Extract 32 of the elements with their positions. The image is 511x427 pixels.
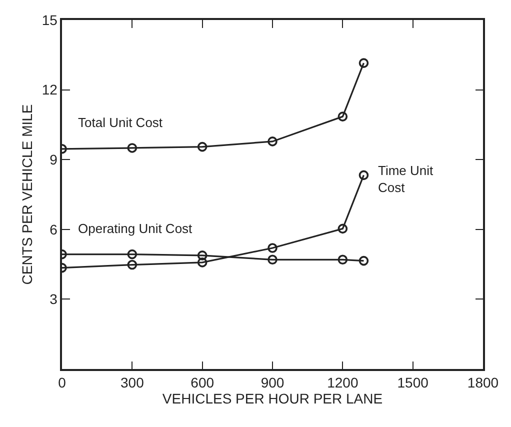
- x-tick-label: 300: [120, 374, 144, 391]
- x-tick-label: 900: [260, 374, 284, 391]
- point: [197, 142, 208, 152]
- point: [268, 254, 278, 265]
- point: [268, 243, 278, 253]
- point: [127, 260, 138, 270]
- point: [197, 250, 208, 260]
- y-tick-label: 15: [42, 12, 58, 28]
- x-tick-label: 600: [190, 374, 214, 391]
- y-tick-label: 6: [50, 221, 58, 238]
- point: [358, 256, 369, 266]
- y-tick-label: 3: [50, 291, 58, 308]
- series-label: Total Unit Cost: [78, 115, 163, 130]
- x-tick-label: 0: [58, 374, 66, 391]
- point: [197, 258, 208, 268]
- y-axis-title: CENTS PER VEHICLE MILE: [18, 104, 35, 285]
- point: [268, 136, 278, 146]
- x-tick-label: 1200: [327, 374, 358, 391]
- point: [358, 170, 369, 180]
- point: [358, 58, 369, 68]
- x-tick-label: 1500: [397, 374, 429, 391]
- y-tick-label: 12: [42, 82, 58, 98]
- point: [338, 224, 348, 234]
- series-label: Operating Unit Cost: [78, 221, 193, 236]
- series-label: Time Unit Cost: [378, 163, 434, 195]
- point: [338, 112, 348, 122]
- x-axis-title: VEHICLES PER HOUR PER LANE: [162, 390, 383, 407]
- point: [127, 249, 138, 260]
- x-tick-label: 1800: [467, 374, 499, 391]
- point: [127, 143, 138, 153]
- y-tick-label: 9: [50, 152, 58, 168]
- point: [338, 254, 348, 265]
